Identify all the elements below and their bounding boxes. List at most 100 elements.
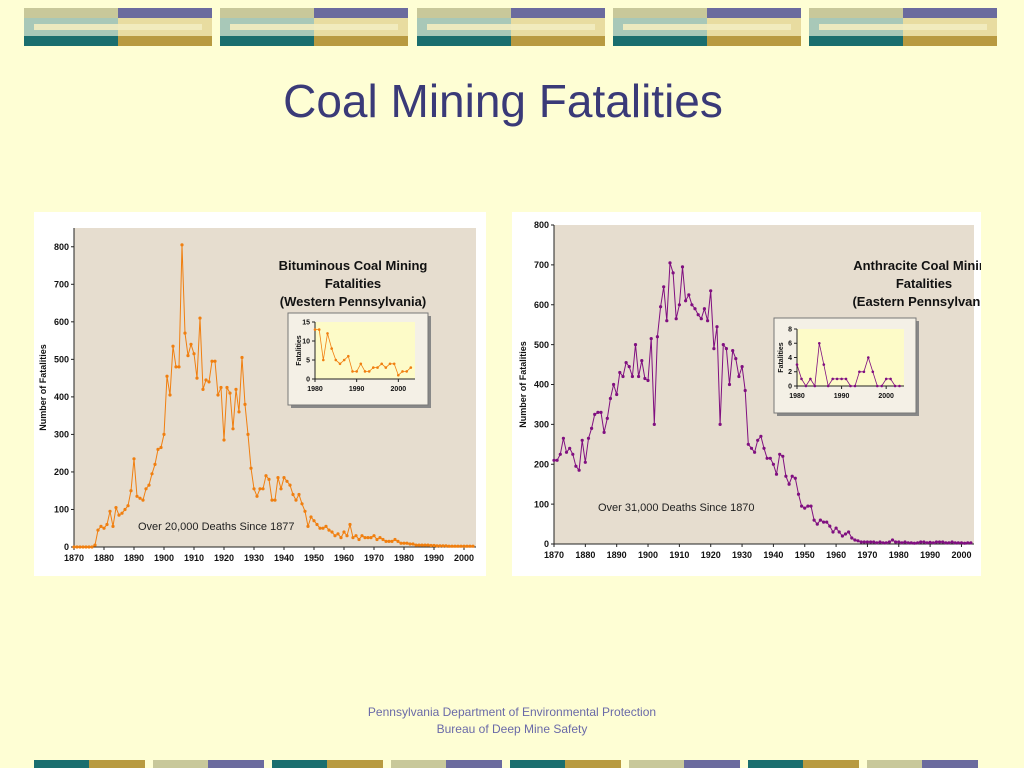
bituminous-data-point <box>231 427 235 431</box>
bituminous-data-point <box>432 543 436 548</box>
anthracite-data-point <box>906 541 910 545</box>
bituminous-data-point <box>216 393 220 397</box>
anthracite-inset-data-point <box>871 370 875 374</box>
anthracite-data-point <box>774 472 779 476</box>
bituminous-data-point <box>471 544 475 548</box>
bituminous-data-point <box>366 536 370 540</box>
bituminous-data-point <box>72 545 76 549</box>
bituminous-x-tick-label: 1870 <box>64 553 84 563</box>
bituminous-data-point <box>201 387 205 391</box>
anthracite-x-tick-label: 1970 <box>857 550 877 560</box>
anthracite-inset-data-point <box>840 377 843 381</box>
bituminous-x-tick-label: 2000 <box>454 553 474 563</box>
anthracite-chart: 0 100 200 300 400 500 600 700 800 1870 1880 1890 190… <box>518 220 981 560</box>
anthracite-data-point <box>937 540 942 544</box>
bituminous-data-point <box>303 509 307 513</box>
bituminous-x-tick-label: 1900 <box>154 553 174 563</box>
bituminous-y-tick-label: 0 <box>64 542 69 552</box>
bituminous-data-point <box>249 466 253 470</box>
anthracite-data-point <box>605 416 609 420</box>
anthracite-inset-data-point <box>884 377 888 381</box>
anthracite-data-point <box>850 536 854 540</box>
bituminous-data-point <box>381 537 385 542</box>
anthracite-data-point <box>693 307 697 311</box>
anthracite-data-point <box>806 504 810 508</box>
bituminous-data-point <box>252 487 256 491</box>
bituminous-data-point <box>228 391 232 395</box>
bituminous-data-point <box>333 534 337 538</box>
anthracite-data-point <box>753 450 757 454</box>
anthracite-data-point <box>727 382 732 387</box>
bituminous-data-point <box>258 487 262 491</box>
bituminous-x-tick-label: 1880 <box>94 553 114 563</box>
bituminous-y-tick-label: 200 <box>54 467 69 477</box>
anthracite-inset-data-point <box>795 363 799 366</box>
bottom-bar-segment <box>748 760 803 768</box>
anthracite-x-tick-label: 1880 <box>575 550 595 560</box>
anthracite-inset-plot-area <box>797 329 904 386</box>
anthracite-data-point <box>721 343 725 347</box>
anthracite-inset-y-tick-label: 0 <box>788 383 792 390</box>
bituminous-data-point <box>141 498 145 502</box>
anthracite-inset-series-line <box>796 343 900 388</box>
bituminous-data-point <box>435 544 439 548</box>
anthracite-data-point <box>959 541 964 545</box>
anthracite-data-point <box>872 540 876 544</box>
anthracite-data-point <box>825 520 829 524</box>
anthracite-inset-data-point <box>822 363 826 366</box>
anthracite-x-tick-label: 2000 <box>951 550 971 560</box>
anthracite-data-point <box>771 462 775 466</box>
bituminous-data-point <box>123 507 127 512</box>
anthracite-data-point <box>702 307 706 311</box>
anthracite-data-point <box>809 504 813 508</box>
bituminous-data-point <box>243 402 247 406</box>
bituminous-data-point <box>267 477 271 481</box>
bituminous-x-tick-label: 1920 <box>214 553 234 563</box>
bituminous-data-point <box>114 506 118 510</box>
bituminous-inset-data-point <box>334 358 338 362</box>
bituminous-data-point <box>264 474 268 478</box>
anthracite-data-point <box>759 434 763 438</box>
anthracite-y-tick-label: 0 <box>544 539 549 549</box>
decor-block <box>417 8 605 46</box>
bituminous-data-point <box>459 544 463 548</box>
bituminous-inset-data-point <box>313 328 317 331</box>
anthracite-data-point <box>740 365 744 369</box>
anthracite-data-point <box>652 422 656 426</box>
bituminous-inset-x-tick-label: 2000 <box>391 386 407 393</box>
bituminous-data-point <box>423 543 427 547</box>
bituminous-x-tick-label: 1980 <box>394 553 414 563</box>
bottom-bar-segment <box>803 760 859 768</box>
anthracite-inset-data-point <box>804 384 808 388</box>
footer-department: Pennsylvania Department of Environmental… <box>367 705 657 719</box>
anthracite-data-point <box>781 454 785 458</box>
bituminous-data-point <box>111 524 115 528</box>
bituminous-data-point <box>372 534 376 538</box>
bituminous-data-point <box>291 492 295 497</box>
bituminous-data-point <box>318 526 322 530</box>
anthracite-data-point <box>555 458 559 462</box>
bituminous-data-point <box>84 545 88 549</box>
bituminous-chart-title-line: Bituminous Coal Mining <box>279 258 428 273</box>
bituminous-data-point <box>420 543 424 547</box>
bituminous-data-point <box>108 509 112 513</box>
bituminous-inset-data-point <box>380 362 384 366</box>
anthracite-inset-x-tick-label: 1990 <box>834 393 850 400</box>
bottom-bar-segment <box>272 760 327 768</box>
bottom-bar-segment <box>153 760 208 768</box>
anthracite-inset-data-point <box>800 377 803 381</box>
bituminous-data-point <box>174 365 178 369</box>
bituminous-data-point <box>261 487 265 491</box>
bituminous-data-point <box>204 378 208 382</box>
bituminous-data-point <box>135 494 139 498</box>
anthracite-data-point <box>583 460 587 464</box>
anthracite-data-point <box>853 538 857 542</box>
bituminous-data-point <box>444 544 448 548</box>
anthracite-inset-data-point <box>826 384 830 388</box>
anthracite-data-point <box>564 450 569 454</box>
anthracite-inset-y-tick-label: 8 <box>788 326 792 333</box>
bottom-bar-segment <box>922 760 978 768</box>
bituminous-data-point <box>207 380 211 384</box>
anthracite-data-point <box>662 285 666 289</box>
anthracite-data-point <box>815 522 819 526</box>
